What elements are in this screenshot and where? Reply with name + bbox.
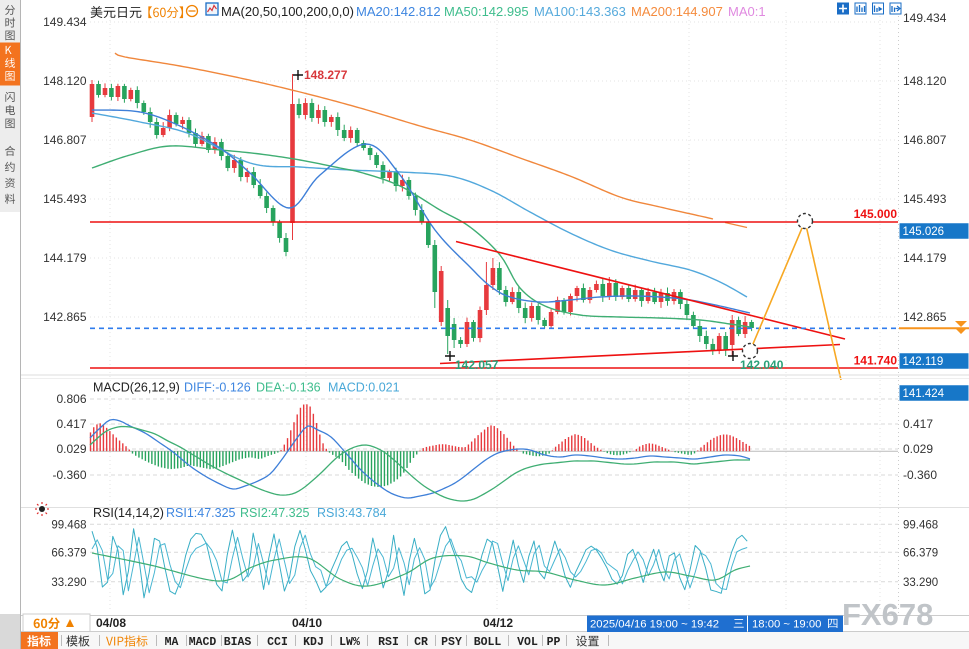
svg-text:PSY: PSY [441, 636, 462, 649]
svg-text:145.493: 145.493 [43, 192, 87, 206]
svg-text:18:00 ~ 19:00: 18:00 ~ 19:00 [752, 619, 821, 631]
svg-text:MA200:144.907: MA200:144.907 [631, 4, 723, 19]
svg-text:2025/04/16 19:00 ~ 19:42: 2025/04/16 19:00 ~ 19:42 [590, 619, 719, 631]
svg-text:MA50:142.995: MA50:142.995 [444, 4, 529, 19]
svg-text:PP: PP [547, 636, 561, 649]
svg-text:148.277: 148.277 [304, 68, 348, 82]
svg-text:FX678: FX678 [842, 597, 933, 632]
svg-text:146.807: 146.807 [903, 133, 947, 147]
svg-text:CR: CR [414, 636, 428, 649]
svg-text:145.000: 145.000 [854, 207, 898, 221]
svg-text:144.179: 144.179 [903, 251, 947, 265]
svg-text:-0.360: -0.360 [52, 468, 86, 482]
svg-text:04/10: 04/10 [292, 616, 322, 630]
svg-text:CCI: CCI [267, 636, 288, 649]
svg-text:-0.360: -0.360 [903, 468, 937, 482]
svg-text:BOLL: BOLL [474, 636, 502, 649]
svg-text:0.417: 0.417 [903, 417, 933, 431]
svg-text:MA0:1: MA0:1 [728, 4, 766, 19]
svg-text:DEA:-0.136: DEA:-0.136 [256, 381, 321, 395]
svg-text:0.806: 0.806 [56, 392, 86, 406]
svg-text:146.807: 146.807 [43, 133, 87, 147]
svg-text:142.119: 142.119 [903, 356, 944, 368]
svg-text:MA100:143.363: MA100:143.363 [534, 4, 626, 19]
svg-text:149.434: 149.434 [43, 15, 87, 29]
svg-text:144.179: 144.179 [43, 251, 87, 265]
svg-text:33.290: 33.290 [903, 577, 938, 589]
svg-text:99.468: 99.468 [903, 519, 938, 531]
svg-text:MACD: MACD [189, 636, 217, 649]
svg-text:KDJ: KDJ [303, 636, 324, 649]
svg-text:LW%: LW% [339, 636, 360, 649]
svg-text:MACD(26,12,9): MACD(26,12,9) [93, 381, 180, 395]
svg-text:33.290: 33.290 [51, 577, 86, 589]
svg-text:04/08: 04/08 [96, 616, 126, 630]
svg-text:142.865: 142.865 [43, 310, 87, 324]
svg-text:66.379: 66.379 [903, 547, 938, 559]
svg-text:148.120: 148.120 [43, 74, 87, 88]
svg-text:142.057: 142.057 [455, 358, 499, 372]
svg-text:RSI1:47.325: RSI1:47.325 [166, 506, 236, 520]
svg-text:0.029: 0.029 [56, 442, 86, 456]
svg-text:141.740: 141.740 [854, 354, 898, 368]
svg-text:RSI(14,14,2): RSI(14,14,2) [93, 506, 164, 520]
svg-text:RSI2:47.325: RSI2:47.325 [240, 506, 310, 520]
svg-text:141.424: 141.424 [903, 388, 945, 400]
svg-text:0.417: 0.417 [56, 417, 86, 431]
svg-text:RSI: RSI [378, 636, 399, 649]
svg-text:04/12: 04/12 [483, 616, 513, 630]
svg-text:DIFF:-0.126: DIFF:-0.126 [184, 381, 251, 395]
svg-text:BIAS: BIAS [224, 636, 252, 649]
svg-text:0.029: 0.029 [903, 442, 933, 456]
svg-text:99.468: 99.468 [51, 519, 86, 531]
svg-text:149.434: 149.434 [903, 11, 947, 25]
svg-text:VOL: VOL [517, 636, 538, 649]
svg-text:148.120: 148.120 [903, 74, 947, 88]
svg-text:MACD:0.021: MACD:0.021 [328, 381, 400, 395]
svg-text:142.865: 142.865 [903, 310, 947, 324]
svg-text:MA(20,50,100,200,0,0): MA(20,50,100,200,0,0) [221, 4, 354, 19]
svg-text:145.026: 145.026 [903, 226, 945, 238]
svg-text:MA: MA [165, 636, 179, 649]
svg-text:RSI3:43.784: RSI3:43.784 [317, 506, 387, 520]
svg-text:MA20:142.812: MA20:142.812 [356, 4, 441, 19]
svg-text:142.040: 142.040 [740, 358, 784, 372]
svg-text:145.493: 145.493 [903, 192, 947, 206]
svg-text:66.379: 66.379 [51, 547, 86, 559]
